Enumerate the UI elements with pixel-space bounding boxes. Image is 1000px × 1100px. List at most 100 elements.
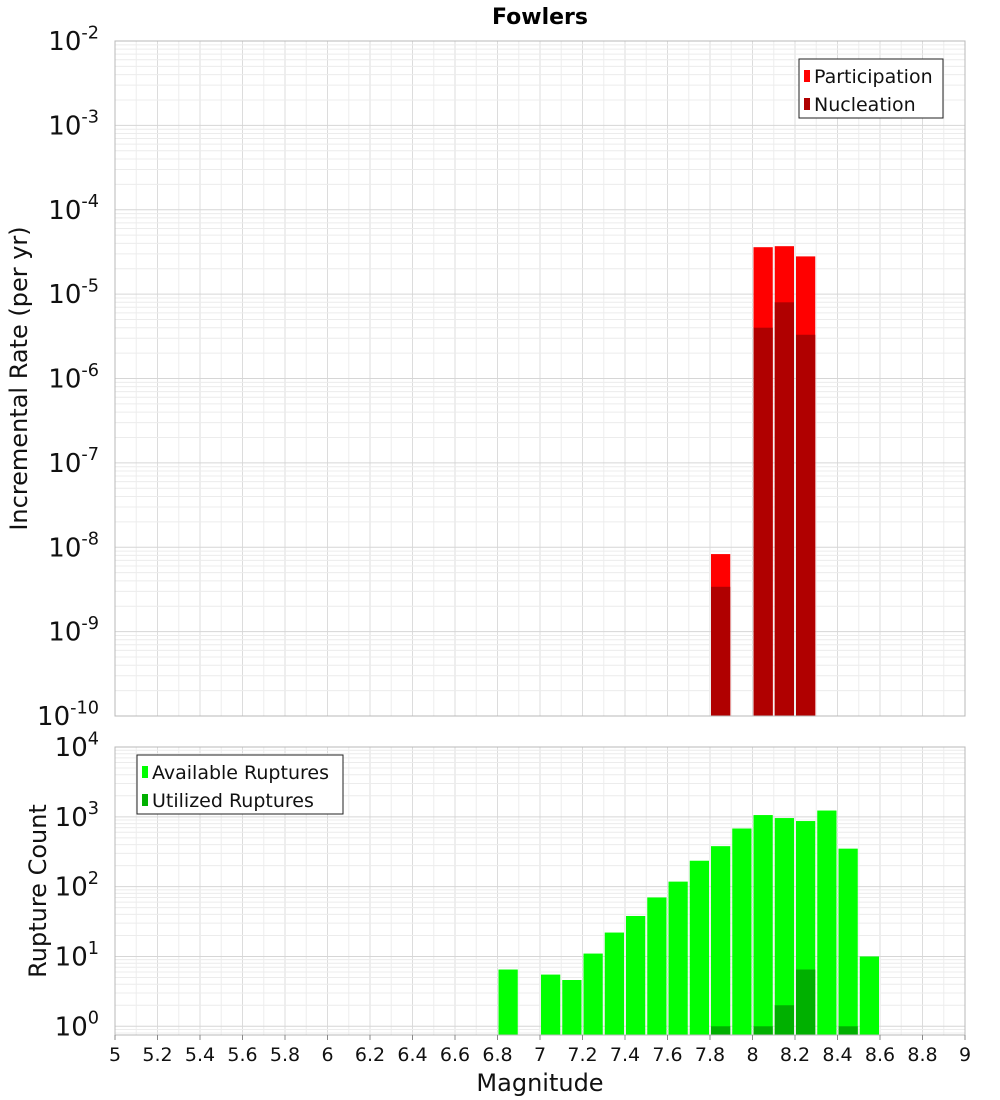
y-tick-label-base: 10 <box>48 533 81 563</box>
y-tick-label-exp: -3 <box>81 108 99 128</box>
x-tick-label: 5.4 <box>185 1044 215 1066</box>
y-tick-label-base: 10 <box>55 803 88 833</box>
chart-title: Fowlers <box>492 5 588 30</box>
legend-box <box>136 754 344 815</box>
legend-swatch <box>804 98 810 110</box>
y-tick-label-exp: 0 <box>88 1009 99 1029</box>
bar-available-ruptures <box>689 860 709 1035</box>
y-tick-label: 10-6 <box>48 361 99 395</box>
y-tick-label: 10-2 <box>48 23 99 57</box>
bar-available-ruptures <box>838 848 858 1035</box>
y-tick-label: 10-7 <box>48 445 99 479</box>
plot-frame <box>114 40 966 717</box>
y-tick-label-exp: -9 <box>81 614 99 634</box>
bar-available-ruptures <box>817 810 837 1035</box>
y-tick-label: 10-4 <box>48 192 99 226</box>
y-tick-label: 101 <box>55 939 99 973</box>
bar-available-ruptures <box>711 846 731 1035</box>
y-tick-label-exp: 3 <box>88 799 99 819</box>
x-tick-label: 9 <box>959 1044 971 1066</box>
bar-utilized-ruptures <box>838 1026 858 1035</box>
bar-available-ruptures <box>562 980 582 1035</box>
y-tick-label-exp: 2 <box>88 869 99 889</box>
y-tick-label-base: 10 <box>48 280 81 310</box>
y-tick-label: 10-10 <box>37 698 99 732</box>
bar-available-ruptures <box>732 828 752 1035</box>
y-tick-label-base: 10 <box>48 111 81 141</box>
x-tick-label: 8.2 <box>780 1044 810 1066</box>
y-tick-label-exp: -7 <box>81 445 99 465</box>
y-tick-label-base: 10 <box>48 27 81 57</box>
x-tick-label: 6.2 <box>355 1044 385 1066</box>
y-tick-label-exp: -2 <box>81 23 99 43</box>
y-tick-label-base: 10 <box>55 873 88 903</box>
y-tick-label-exp: -4 <box>81 192 99 212</box>
y-tick-label-base: 10 <box>37 702 70 732</box>
bar-available-ruptures <box>647 897 667 1035</box>
bar-available-ruptures <box>774 818 794 1035</box>
x-tick-label: 5.8 <box>270 1044 300 1066</box>
bar-utilized-ruptures <box>753 1026 773 1035</box>
x-tick-label: 8.6 <box>865 1044 895 1066</box>
bar-available-ruptures <box>626 915 646 1035</box>
bar-available-ruptures <box>604 932 624 1035</box>
y-tick-label-base: 10 <box>48 618 81 648</box>
y-tick-label-exp: 1 <box>88 939 99 959</box>
y-tick-label: 10-8 <box>48 530 99 564</box>
legend-1: Available Ruptures Utilized Ruptures <box>136 754 344 815</box>
x-tick-label: 6 <box>321 1044 333 1066</box>
y-tick-label-base: 10 <box>48 196 81 226</box>
legend-box <box>798 58 944 119</box>
bar-nucleation <box>711 586 731 716</box>
bar-available-ruptures <box>583 953 603 1035</box>
legend-label: Participation <box>814 66 933 88</box>
legend-label: Nucleation <box>814 94 916 116</box>
legend-0: Participation Nucleation <box>798 58 944 119</box>
x-tick-label: 8.4 <box>822 1044 852 1066</box>
y-tick-label-base: 10 <box>48 365 81 395</box>
y-tick-label-exp: -5 <box>81 276 99 296</box>
x-tick-label: 8.8 <box>907 1044 937 1066</box>
x-tick-label: 5.6 <box>227 1044 257 1066</box>
y-tick-label: 103 <box>55 799 99 833</box>
legend-label: Utilized Ruptures <box>152 790 314 812</box>
y-tick-label: 104 <box>55 729 99 763</box>
bar-available-ruptures <box>668 881 688 1035</box>
y-tick-label: 10-9 <box>48 614 99 648</box>
x-tick-label: 7.6 <box>652 1044 682 1066</box>
y-tick-label-base: 10 <box>55 1012 88 1042</box>
bar-nucleation <box>796 334 816 716</box>
y-axis-label: Rupture Count <box>24 804 52 978</box>
x-tick-label: 5 <box>109 1044 121 1066</box>
y-tick-label-base: 10 <box>48 449 81 479</box>
y-tick-label: 10-5 <box>48 276 99 310</box>
bar-available-ruptures <box>753 815 773 1035</box>
y-tick-label: 100 <box>55 1009 99 1043</box>
bar-available-ruptures <box>498 969 518 1035</box>
x-tick-label: 7.4 <box>610 1044 640 1066</box>
bar-utilized-ruptures <box>711 1026 731 1035</box>
bar-nucleation <box>753 327 773 716</box>
x-tick-label: 7.8 <box>695 1044 725 1066</box>
legend-label: Available Ruptures <box>152 762 329 784</box>
y-axis-label: Incremental Rate (per yr) <box>5 226 33 530</box>
legend-swatch <box>142 766 148 778</box>
legend-swatch <box>804 70 810 82</box>
panel-1: Rupture Count <box>24 746 966 1036</box>
x-tick-label: 6.6 <box>440 1044 470 1066</box>
bar-available-ruptures <box>859 956 879 1035</box>
x-tick-label: 8 <box>746 1044 758 1066</box>
panel-0: Incremental Rate (per yr) <box>5 40 966 717</box>
y-tick-label-base: 10 <box>55 733 88 763</box>
y-tick-label-exp: -8 <box>81 530 99 550</box>
x-tick-label: 7 <box>534 1044 546 1066</box>
y-tick-label-base: 10 <box>55 942 88 972</box>
y-tick-label-exp: -6 <box>81 361 99 381</box>
y-tick-label-exp: 4 <box>88 729 99 749</box>
y-tick-label: 10-3 <box>48 108 99 142</box>
bar-available-ruptures <box>541 974 561 1035</box>
bar-utilized-ruptures <box>774 1005 794 1035</box>
x-tick-label: 7.2 <box>567 1044 597 1066</box>
y-tick-label-exp: -10 <box>70 698 99 718</box>
